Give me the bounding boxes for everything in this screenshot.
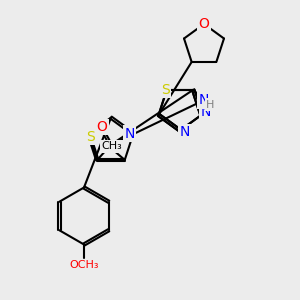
Text: H: H: [206, 100, 214, 110]
Text: O: O: [96, 120, 107, 134]
Text: S: S: [161, 83, 170, 97]
Text: N: N: [199, 93, 209, 107]
Text: S: S: [86, 130, 94, 144]
Text: O: O: [96, 120, 107, 134]
Text: N: N: [124, 127, 135, 141]
Text: O: O: [199, 17, 209, 31]
Text: N: N: [124, 127, 135, 141]
Text: O: O: [199, 17, 209, 31]
Text: N: N: [179, 125, 190, 139]
Text: S: S: [86, 130, 94, 144]
Text: N: N: [179, 125, 190, 139]
Text: N: N: [199, 93, 209, 107]
Text: CH₃: CH₃: [101, 141, 122, 152]
Text: OCH₃: OCH₃: [69, 260, 99, 271]
Text: CH₃: CH₃: [101, 141, 122, 152]
Text: N: N: [201, 105, 211, 119]
Text: S: S: [161, 83, 170, 97]
Text: H: H: [206, 100, 214, 110]
Text: OCH₃: OCH₃: [69, 260, 99, 271]
Text: N: N: [201, 105, 211, 119]
